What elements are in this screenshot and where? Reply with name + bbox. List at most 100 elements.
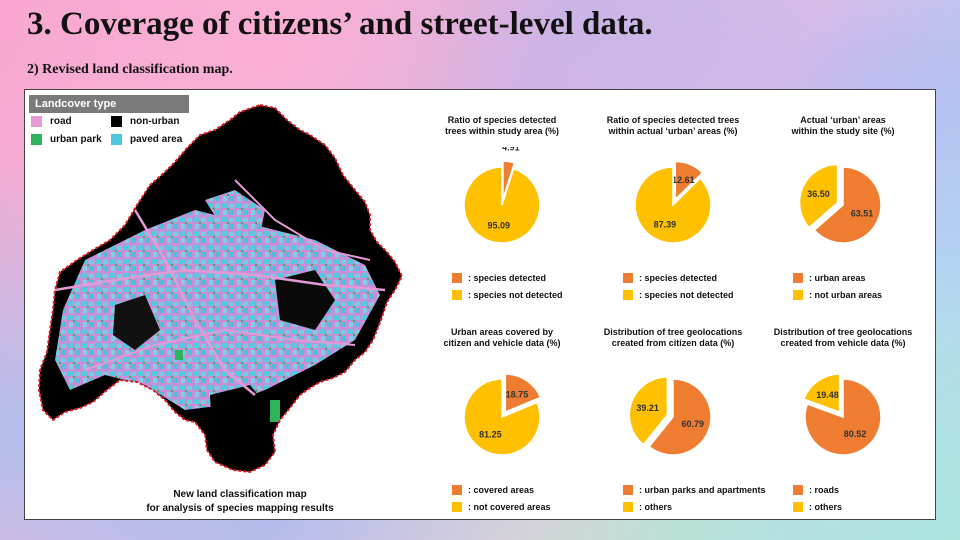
pie-svg: 80.52 19.48	[802, 373, 882, 456]
pie-value-label: 36.50	[807, 189, 830, 199]
map-caption: New land classification map for analysis…	[95, 488, 385, 516]
pie-legend-label: : roads	[809, 485, 840, 495]
pie-legend-label: : not covered areas	[468, 502, 551, 512]
pie-legend-label: : species not detected	[639, 290, 734, 300]
pie-title-line2: trees within study area (%)	[444, 126, 560, 136]
pie-title: Distribution of tree geolocations created…	[603, 327, 743, 349]
pie-legend-swatch	[452, 290, 462, 300]
pie-legend-swatch	[793, 485, 803, 495]
pie-title: Distribution of tree geolocations created…	[773, 327, 913, 349]
pie-legend-item: : others	[793, 502, 842, 512]
pie-title-line1: Ratio of species detected trees	[606, 115, 740, 125]
pie-value-label: 87.39	[654, 219, 677, 229]
content-panel: Landcover type road non-urban urban park…	[24, 89, 936, 520]
pie-title-line1: Ratio of species detected	[447, 115, 557, 125]
pie-slice	[802, 373, 841, 414]
pie-title-line2: created from vehicle data (%)	[780, 338, 906, 348]
land-classification-map	[37, 103, 404, 474]
slide-subtitle: 2) Revised land classification map.	[27, 62, 233, 77]
legend-item-paved-area: paved area	[111, 134, 182, 145]
map-caption-line2: for analysis of species mapping results	[146, 503, 334, 514]
pie-svg: 12.61 87.39	[634, 160, 712, 244]
pie-slice	[674, 160, 704, 202]
map-caption-line1: New land classification map	[173, 489, 307, 500]
pie-svg: 18.75 81.25	[463, 373, 542, 456]
pie-title-line2: within actual ‘urban’ areas (%)	[608, 126, 738, 136]
pie-legend-item: : roads	[793, 485, 839, 495]
pie-legend-item: : urban areas	[793, 273, 866, 283]
pie-title: Ratio of species detected trees within ac…	[603, 115, 743, 137]
pie-title-line1: Distribution of tree geolocations	[603, 327, 743, 337]
legend-item-non-urban: non-urban	[111, 116, 179, 127]
pie-title-line1: Actual ‘urban’ areas	[800, 115, 886, 125]
pie-svg: 60.79 39.21	[628, 376, 712, 456]
pie-slice	[804, 378, 882, 456]
pie-legend-label: : species not detected	[468, 290, 563, 300]
pie-legend-swatch	[793, 290, 803, 300]
legend-item-road: road	[31, 116, 72, 127]
pie-svg: 63.51 36.50	[798, 163, 882, 244]
pie-value-label: 19.48	[816, 390, 839, 400]
slide-title: 3. Coverage of citizens’ and street-leve…	[27, 6, 653, 42]
pie-slice	[463, 378, 541, 456]
pie-legend-item: : species detected	[452, 273, 546, 283]
pie-legend-swatch	[793, 502, 803, 512]
pie-title: Urban areas covered by citizen and vehicl…	[432, 327, 572, 349]
pie-legend-label: : not urban areas	[809, 290, 883, 300]
legend-label: paved area	[130, 134, 183, 145]
pie-title-line2: within the study site (%)	[791, 126, 895, 136]
pie-legend-label: : others	[809, 502, 843, 512]
pie-title-line1: Distribution of tree geolocations	[773, 327, 913, 337]
landcover-legend: Landcover type	[29, 95, 189, 113]
pie-legend-label: : urban areas	[809, 273, 866, 283]
pie-legend-swatch	[452, 273, 462, 283]
pie-legend-swatch	[452, 502, 462, 512]
pie-legend-swatch	[623, 290, 633, 300]
pie-value-label: 4.91	[502, 147, 520, 153]
pie-svg: 4.91 95.09	[463, 147, 541, 244]
legend-label: road	[50, 116, 72, 127]
legend-label: urban park	[50, 134, 102, 145]
legend-item-urban-park: urban park	[31, 134, 102, 145]
pie-legend-item: : covered areas	[452, 485, 534, 495]
pie-value-label: 95.09	[488, 221, 511, 231]
legend-swatch	[111, 134, 122, 145]
pie-slice	[798, 163, 839, 229]
pie-legend-item: : urban parks and apartments	[623, 485, 766, 495]
pie-legend-item: : species not detected	[623, 290, 734, 300]
pie-legend-item: : species detected	[623, 273, 717, 283]
pie-legend-swatch	[623, 273, 633, 283]
pie-legend-label: : covered areas	[468, 485, 535, 495]
pie-title: Actual ‘urban’ areas within the study sit…	[773, 115, 913, 137]
pie-title-line2: created from citizen data (%)	[611, 338, 735, 348]
pie-legend-swatch	[623, 502, 633, 512]
pie-slice	[504, 373, 542, 414]
pie-legend-swatch	[793, 273, 803, 283]
pie-legend-label: : species detected	[468, 273, 547, 283]
pie-value-label: 63.51	[851, 209, 874, 219]
legend-swatch	[111, 116, 122, 127]
pie-slice	[502, 160, 516, 200]
pie-legend-item: : not covered areas	[452, 502, 551, 512]
pie-slice	[628, 376, 669, 446]
pie-slice	[813, 166, 882, 244]
pie-slice	[463, 166, 541, 244]
pie-title-line1: Urban areas covered by	[450, 327, 554, 337]
pie-legend-swatch	[623, 485, 633, 495]
pie-legend-item: : species not detected	[452, 290, 563, 300]
pie-title: Ratio of species detected trees within st…	[432, 115, 572, 137]
legend-title: Landcover type	[29, 95, 189, 113]
pie-slice	[634, 166, 712, 244]
pie-legend-item: : others	[623, 502, 672, 512]
legend-swatch	[31, 116, 42, 127]
legend-label: non-urban	[130, 116, 180, 127]
pie-title-line2: citizen and vehicle data (%)	[443, 338, 561, 348]
pie-legend-item: : not urban areas	[793, 290, 882, 300]
pie-value-label: 18.75	[506, 390, 529, 400]
pie-value-label: 12.61	[672, 175, 695, 185]
legend-swatch	[31, 134, 42, 145]
pie-slice	[648, 378, 712, 456]
pie-legend-label: : species detected	[639, 273, 718, 283]
pie-value-label: 60.79	[681, 419, 704, 429]
pie-legend-swatch	[452, 485, 462, 495]
